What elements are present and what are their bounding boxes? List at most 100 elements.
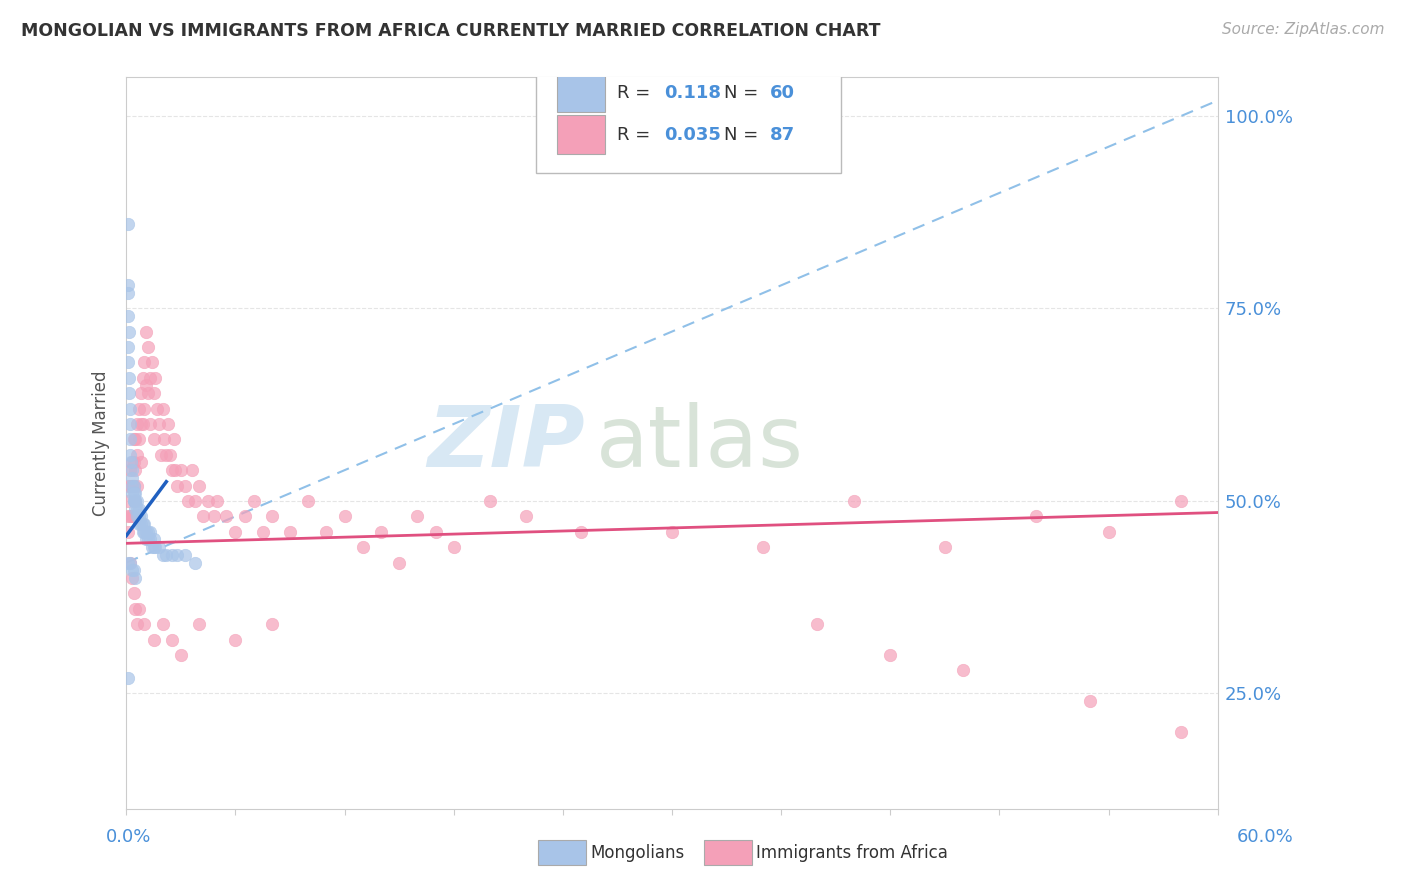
Text: R =: R = <box>617 126 657 144</box>
Point <box>134 355 156 369</box>
Point <box>131 371 153 385</box>
Point <box>131 417 153 431</box>
Text: N =: N = <box>724 84 765 102</box>
Point <box>124 494 146 508</box>
Point <box>134 617 156 632</box>
Point <box>136 386 159 401</box>
Point <box>443 540 465 554</box>
Text: 87: 87 <box>770 126 796 144</box>
Point <box>122 478 145 492</box>
Point <box>141 540 163 554</box>
Point <box>233 509 256 524</box>
Text: MONGOLIAN VS IMMIGRANTS FROM AFRICA CURRENTLY MARRIED CORRELATION CHART: MONGOLIAN VS IMMIGRANTS FROM AFRICA CURR… <box>21 22 880 40</box>
Point <box>207 494 229 508</box>
Point <box>129 517 152 532</box>
Point <box>127 494 149 508</box>
Point <box>842 494 865 508</box>
Point <box>124 463 146 477</box>
Point <box>170 463 193 477</box>
Point <box>117 278 139 293</box>
Point <box>118 417 141 431</box>
Point <box>173 478 195 492</box>
Point <box>160 632 183 647</box>
Point <box>121 471 143 485</box>
Text: 60: 60 <box>770 84 796 102</box>
Point <box>148 417 170 431</box>
Point <box>117 556 139 570</box>
Point <box>141 355 163 369</box>
Point <box>128 501 150 516</box>
Point <box>188 478 211 492</box>
Point <box>952 664 974 678</box>
Point <box>569 524 592 539</box>
Point <box>260 509 283 524</box>
Point <box>118 509 141 524</box>
Point <box>135 378 157 392</box>
Point <box>184 494 207 508</box>
Point <box>129 455 152 469</box>
Point <box>152 548 174 562</box>
Point <box>127 417 149 431</box>
Point <box>117 217 139 231</box>
Point <box>202 509 225 524</box>
Point <box>121 563 143 577</box>
Point <box>142 540 165 554</box>
Point <box>278 524 301 539</box>
Text: R =: R = <box>617 84 657 102</box>
Point <box>479 494 502 508</box>
Point <box>135 325 157 339</box>
Text: 0.0%: 0.0% <box>105 828 150 846</box>
Point <box>173 548 195 562</box>
Point <box>166 478 188 492</box>
Point <box>145 371 167 385</box>
Point <box>118 433 141 447</box>
Point <box>152 401 174 416</box>
Text: Source: ZipAtlas.com: Source: ZipAtlas.com <box>1222 22 1385 37</box>
Point <box>180 463 202 477</box>
Point <box>122 486 145 500</box>
Point <box>121 455 143 469</box>
Point <box>157 417 180 431</box>
Point <box>191 509 214 524</box>
Point <box>1170 494 1192 508</box>
Point <box>142 386 165 401</box>
Point <box>170 648 193 662</box>
Point <box>124 494 146 508</box>
Point <box>515 509 537 524</box>
Point <box>121 486 143 500</box>
Point <box>117 286 139 301</box>
Point <box>752 540 775 554</box>
Point <box>806 617 828 632</box>
Point <box>134 401 156 416</box>
Point <box>120 455 142 469</box>
Point <box>117 340 139 354</box>
Point <box>124 486 146 500</box>
Point <box>118 463 141 477</box>
Point <box>124 571 146 585</box>
Point <box>149 448 172 462</box>
Point <box>121 478 143 492</box>
Point <box>122 433 145 447</box>
Point <box>215 509 238 524</box>
Point <box>160 463 183 477</box>
Point <box>124 433 146 447</box>
Point <box>139 524 162 539</box>
Point <box>297 494 319 508</box>
Point <box>159 448 181 462</box>
Point <box>117 478 139 492</box>
Point <box>118 325 141 339</box>
FancyBboxPatch shape <box>557 74 606 112</box>
Text: 0.118: 0.118 <box>664 84 721 102</box>
Point <box>128 401 150 416</box>
Point <box>388 556 411 570</box>
Point <box>165 463 187 477</box>
Point <box>129 509 152 524</box>
Point <box>117 494 139 508</box>
Point <box>162 433 184 447</box>
Point <box>184 556 207 570</box>
FancyBboxPatch shape <box>536 55 841 172</box>
Point <box>131 517 153 532</box>
Point <box>242 494 264 508</box>
Point <box>153 433 176 447</box>
Point <box>315 524 337 539</box>
